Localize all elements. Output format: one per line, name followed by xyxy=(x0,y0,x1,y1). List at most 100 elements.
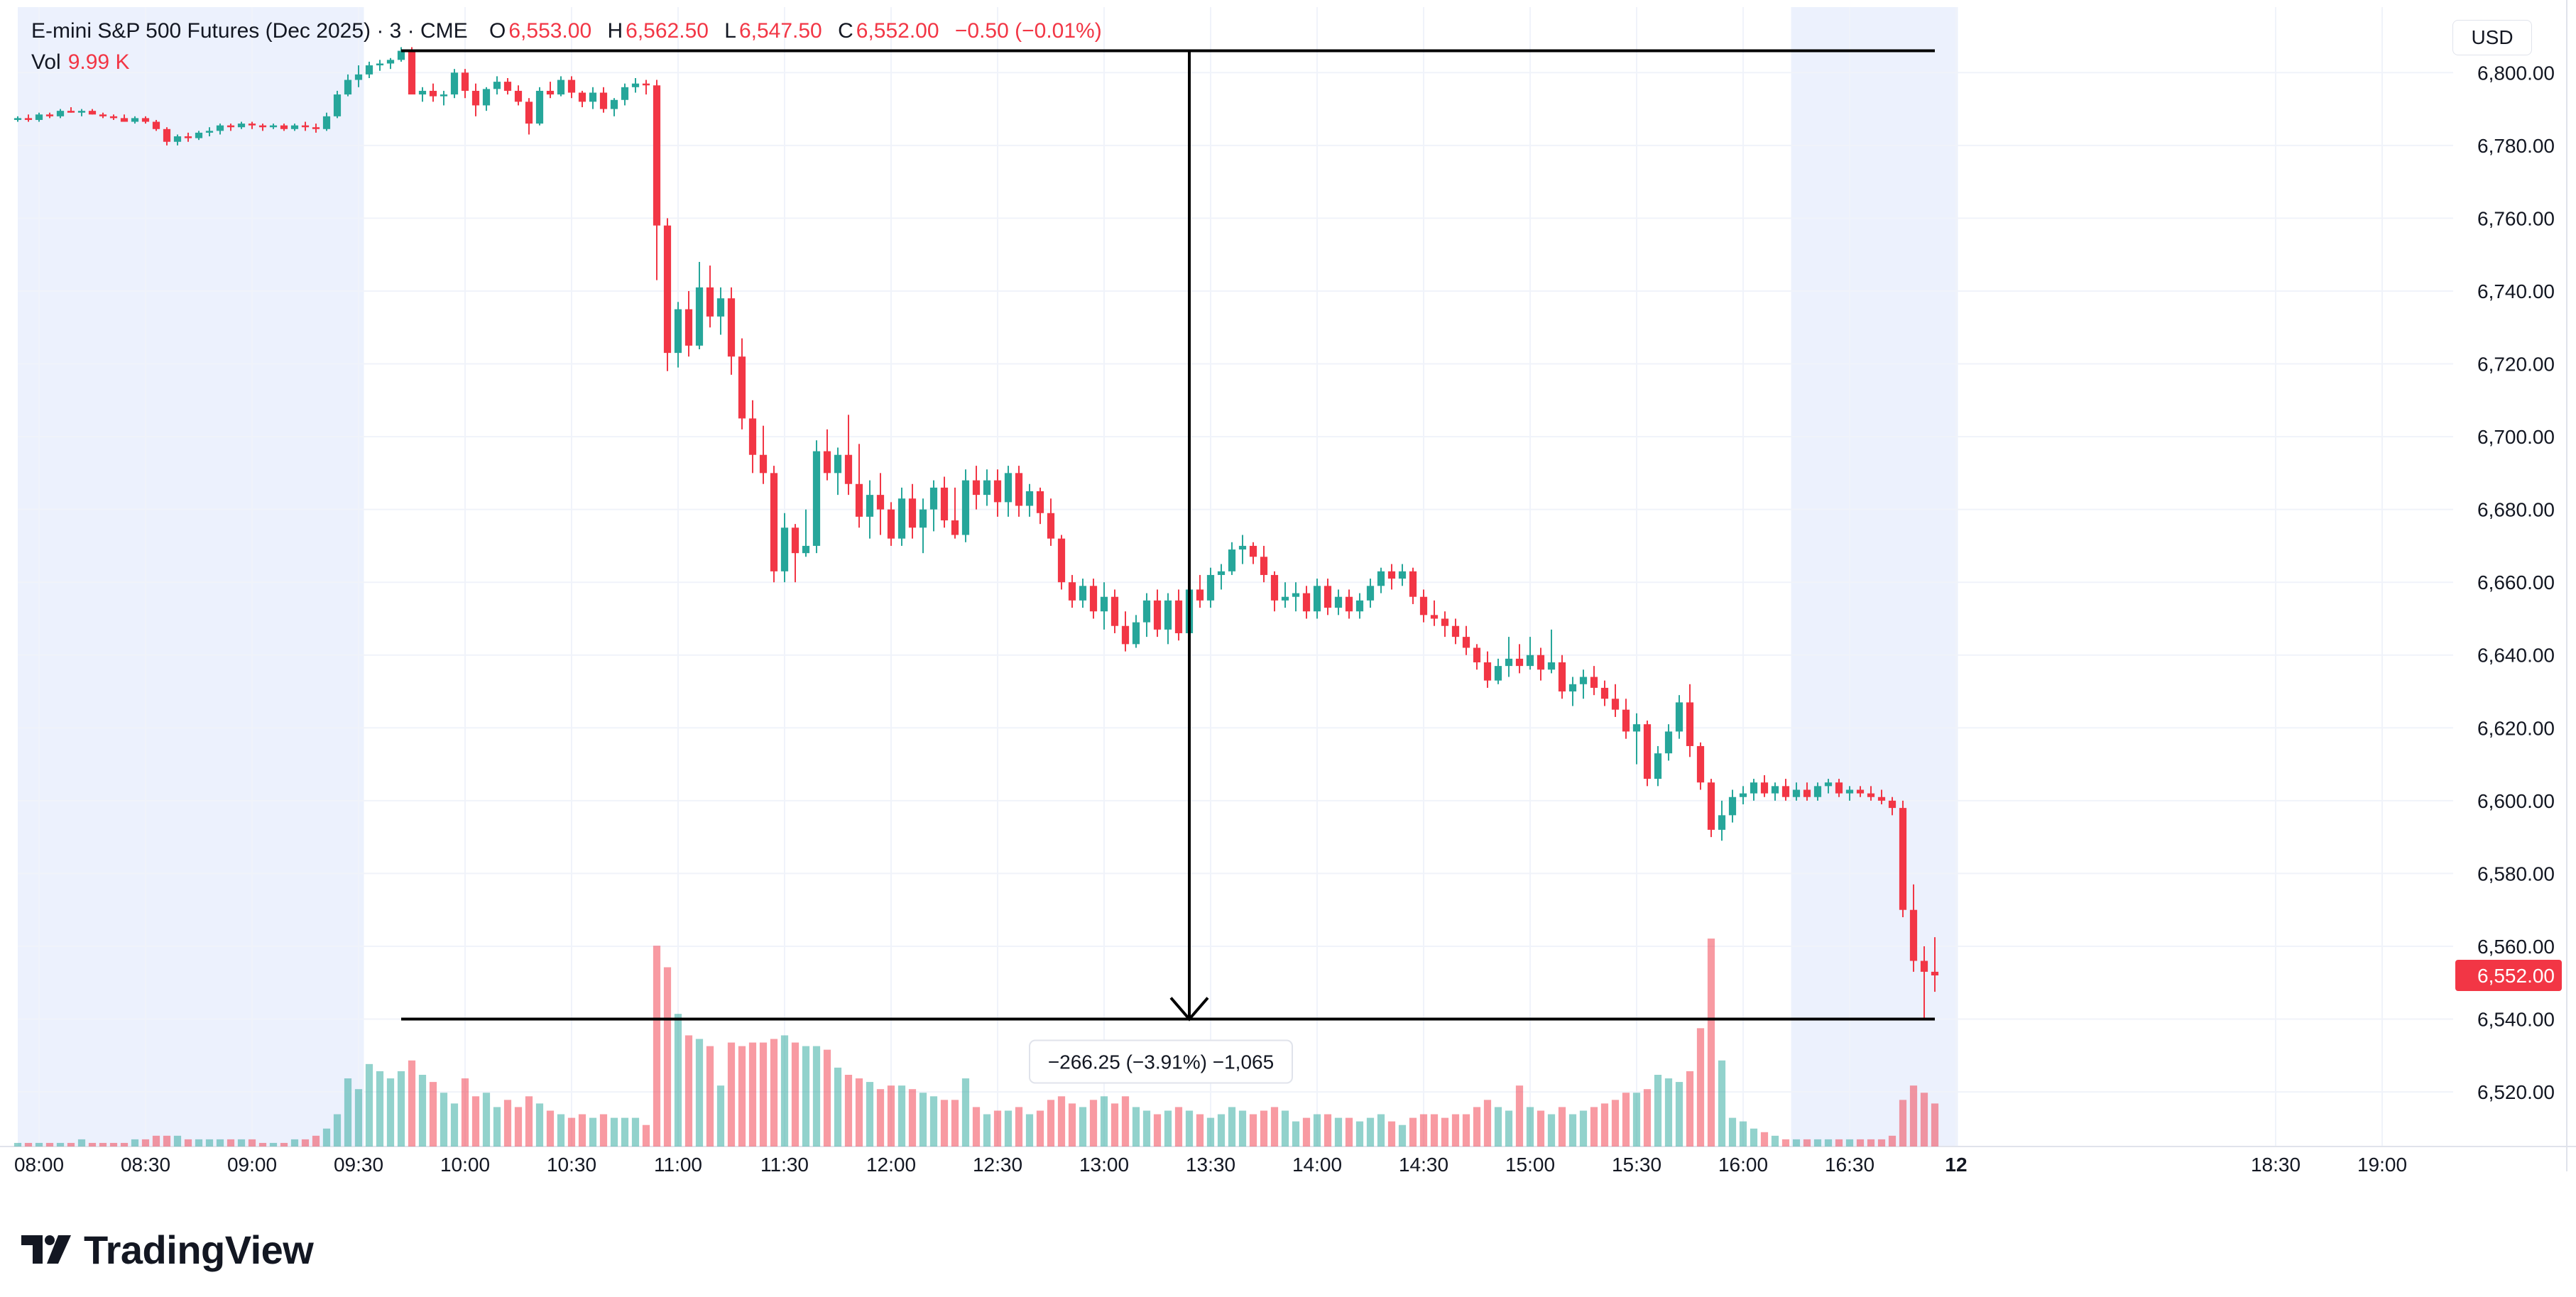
candle-body xyxy=(1164,600,1172,630)
volume-bar xyxy=(525,1096,533,1146)
volume-bar xyxy=(1824,1139,1833,1146)
volume-bar xyxy=(386,1078,395,1146)
volume-bar xyxy=(897,1085,906,1146)
candle-body xyxy=(1803,789,1811,797)
volume-bar xyxy=(1068,1103,1076,1146)
volume-bar xyxy=(1845,1139,1854,1146)
candle-body xyxy=(961,480,970,535)
volume-bar xyxy=(1526,1107,1534,1146)
candle-body xyxy=(727,298,736,357)
volume-bar xyxy=(780,1035,789,1146)
volume-bar xyxy=(397,1071,405,1146)
volume-bar xyxy=(972,1107,981,1146)
volume-bar xyxy=(695,1039,704,1146)
candle-body xyxy=(1004,473,1013,503)
volume-bar xyxy=(1803,1139,1811,1146)
volume-bar xyxy=(1515,1085,1524,1146)
y-tick-label: 6,780.00 xyxy=(2477,135,2555,157)
volume-bar xyxy=(770,1039,778,1146)
volume-bar xyxy=(1877,1139,1886,1146)
volume-value: 9.99 K xyxy=(67,50,130,74)
candle-body xyxy=(1079,586,1087,601)
currency-button[interactable]: USD xyxy=(2452,20,2532,55)
candle-body xyxy=(1845,789,1854,794)
candle-body xyxy=(834,454,842,474)
volume-bar xyxy=(1206,1117,1215,1146)
volume-bar xyxy=(1611,1100,1620,1146)
volume-bar xyxy=(1462,1114,1470,1146)
y-tick-label: 6,740.00 xyxy=(2477,280,2555,302)
volume-bar xyxy=(1142,1110,1151,1146)
candle-body xyxy=(1558,662,1566,692)
candle-body xyxy=(1526,655,1534,667)
candle-body xyxy=(1824,782,1833,787)
volume-bar xyxy=(716,1085,725,1146)
volume-bar xyxy=(482,1093,491,1146)
volume-bar xyxy=(674,1014,682,1146)
volume-bar xyxy=(1196,1114,1204,1146)
candle-body xyxy=(1632,724,1641,732)
candle-body xyxy=(1057,538,1066,583)
volume-bar xyxy=(1643,1089,1652,1146)
volume-bar xyxy=(887,1085,895,1146)
candle-body xyxy=(56,111,65,116)
candle-body xyxy=(141,118,150,122)
candle-body xyxy=(1249,545,1257,557)
high-value: 6,562.50 xyxy=(626,19,709,43)
volume-bar xyxy=(727,1042,736,1146)
volume-bar xyxy=(1622,1093,1630,1146)
volume-bar xyxy=(461,1078,469,1146)
candle-body xyxy=(1196,589,1204,601)
candle-body xyxy=(429,90,437,97)
candle-body xyxy=(503,82,512,91)
volume-bar xyxy=(1270,1107,1279,1146)
candle-body xyxy=(908,498,917,528)
volume-bar xyxy=(791,1042,799,1146)
candle-body xyxy=(1920,961,1928,972)
candle-body xyxy=(1313,586,1321,612)
volume-bar xyxy=(919,1093,927,1146)
price-chart[interactable]: −266.25 (−3.91%) −1,065 6,520.00 6,540.00 6… xyxy=(0,0,2576,1207)
x-tick-label: 18:30 xyxy=(2251,1154,2301,1176)
candle-body xyxy=(1813,786,1822,797)
y-tick-label: 6,520.00 xyxy=(2477,1081,2555,1103)
candle-body xyxy=(67,111,75,113)
volume-bar xyxy=(855,1078,863,1146)
tradingview-logo[interactable]: TradingView xyxy=(21,1225,314,1274)
volume-bar xyxy=(642,1124,650,1146)
candle-body xyxy=(589,92,597,102)
candle-body xyxy=(1025,491,1034,506)
volume-bar xyxy=(290,1139,299,1146)
volume-bar xyxy=(120,1142,129,1146)
volume-bar xyxy=(1004,1110,1013,1146)
volume-bar xyxy=(535,1103,544,1146)
volume-bar xyxy=(163,1135,171,1146)
x-tick-label: 14:30 xyxy=(1399,1154,1448,1176)
candle-body xyxy=(77,111,86,113)
volume-bar xyxy=(131,1139,139,1146)
y-tick-label: 6,620.00 xyxy=(2477,717,2555,739)
volume-bar xyxy=(56,1142,65,1146)
candle-body xyxy=(376,63,384,66)
candle-body xyxy=(227,125,235,128)
volume-bar xyxy=(1686,1071,1694,1146)
volume-bar xyxy=(408,1060,416,1146)
candle-body xyxy=(88,111,97,115)
volume-bar xyxy=(1419,1114,1428,1146)
volume-bar xyxy=(1036,1110,1044,1146)
volume-bar xyxy=(1164,1110,1172,1146)
symbol-title[interactable]: E-mini S&P 500 Futures (Dec 2025) · 3 · … xyxy=(31,19,468,43)
candle-body xyxy=(1409,571,1417,597)
candle-body xyxy=(1387,571,1396,579)
x-tick-label: 19:00 xyxy=(2357,1154,2407,1176)
candle-body xyxy=(1728,797,1737,816)
volume-bar xyxy=(706,1046,714,1146)
volume-bar xyxy=(1047,1100,1055,1146)
volume-bar xyxy=(557,1114,565,1146)
volume-bar xyxy=(1153,1114,1162,1146)
volume-bar xyxy=(35,1142,43,1146)
volume-bar xyxy=(493,1107,501,1146)
volume-bar xyxy=(1494,1107,1502,1146)
low-value: 6,547.50 xyxy=(738,19,822,43)
volume-bar xyxy=(567,1117,576,1146)
